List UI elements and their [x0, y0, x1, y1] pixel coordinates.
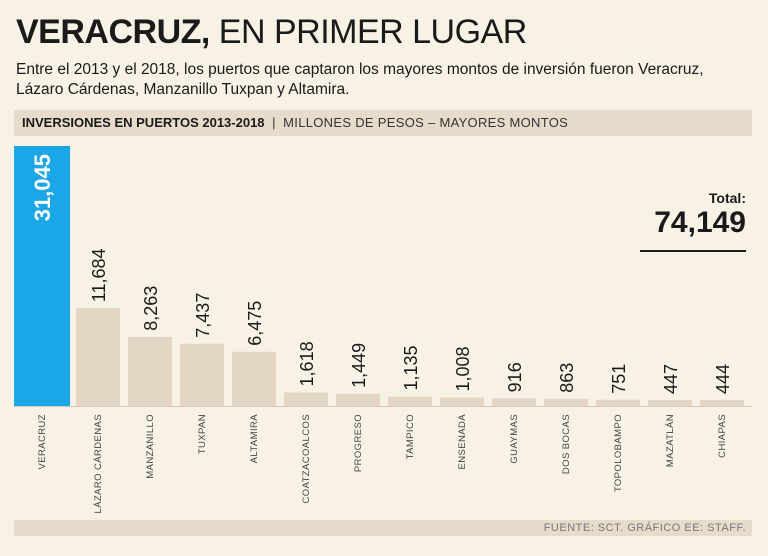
value-label: 8,263	[141, 286, 161, 331]
category-label: GUAYMAS	[509, 414, 520, 464]
category-label: ENSENADA	[457, 414, 468, 470]
chart-title-separator: |	[272, 115, 276, 130]
value-label: 751	[609, 364, 629, 394]
footer-band: FUENTE: SCT. GRÁFICO EE: STAFF.	[14, 520, 752, 536]
chart-title-light: MILLONES DE PESOS – MAYORES MONTOS	[283, 115, 569, 130]
bar-topolobampo	[596, 399, 640, 406]
title-light: EN PRIMER LUGAR	[218, 13, 528, 51]
value-label: 6,475	[245, 301, 265, 346]
chart-title-band: INVERSIONES EN PUERTOS 2013-2018 | MILLO…	[14, 110, 752, 136]
category-label: PROGRESO	[353, 414, 364, 472]
value-label: 447	[661, 364, 681, 394]
bar-lázaro-cárdenas	[76, 308, 120, 406]
category-label: DOS BOCAS	[561, 414, 572, 474]
bar-chiapas	[700, 400, 744, 406]
total-label: Total:	[708, 190, 746, 206]
value-label: 1,618	[297, 341, 317, 386]
bar-dos-bocas	[544, 398, 588, 406]
category-label: TOPOLOBAMPO	[613, 414, 624, 492]
category-label: COATZACOALCOS	[301, 414, 312, 503]
category-label: LÁZARO CÁRDENAS	[93, 414, 104, 513]
category-label: MAZATLÁN	[665, 414, 676, 467]
title-bold: VERACRUZ,	[16, 13, 210, 51]
value-label: 1,008	[453, 347, 473, 392]
bar-ensenada	[440, 397, 484, 406]
category-label: MANZANILLO	[145, 414, 156, 479]
bar-tampico	[388, 396, 432, 406]
category-label: TUXPAN	[197, 414, 208, 454]
bar-guaymas	[492, 398, 536, 406]
bar-veracruz	[14, 146, 70, 406]
value-label: 11,684	[89, 248, 109, 302]
value-label: 863	[557, 363, 577, 393]
subtitle: Entre el 2013 y el 2018, los puertos que…	[16, 61, 704, 98]
page-title: VERACRUZ, EN PRIMER LUGAR	[16, 12, 527, 52]
bar-mazatlán	[648, 400, 692, 406]
chart-title: INVERSIONES EN PUERTOS 2013-2018 | MILLO…	[22, 115, 568, 130]
chart-title-bold: INVERSIONES EN PUERTOS 2013-2018	[22, 115, 265, 130]
bar-tuxpan	[180, 343, 224, 406]
source-note: FUENTE: SCT. GRÁFICO EE: STAFF.	[543, 522, 746, 534]
category-label: VERACRUZ	[37, 414, 48, 469]
category-label: CHIAPAS	[717, 414, 728, 458]
value-label: 1,135	[401, 345, 421, 390]
value-label: 7,437	[193, 293, 213, 338]
value-label: 1,449	[349, 343, 369, 388]
bar-coatzacoalcos	[284, 392, 328, 406]
value-label: 444	[713, 364, 733, 394]
category-label: ALTAMIRA	[249, 414, 260, 464]
category-label: TAMPICO	[405, 414, 416, 459]
bar-progreso	[336, 393, 380, 406]
total-underline	[640, 250, 746, 252]
bar-altamira	[232, 351, 276, 406]
value-label: 31,045	[30, 154, 55, 221]
value-label: 916	[505, 362, 525, 392]
bar-manzanillo	[128, 336, 172, 406]
total-value: 74,149	[654, 206, 746, 239]
